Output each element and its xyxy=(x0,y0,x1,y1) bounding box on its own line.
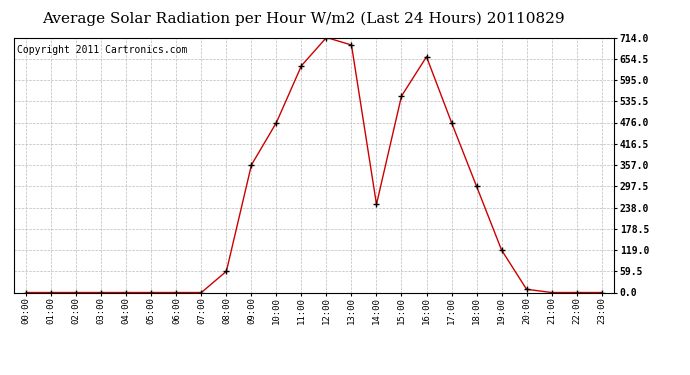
Text: Average Solar Radiation per Hour W/m2 (Last 24 Hours) 20110829: Average Solar Radiation per Hour W/m2 (L… xyxy=(42,11,565,26)
Text: Copyright 2011 Cartronics.com: Copyright 2011 Cartronics.com xyxy=(17,45,187,55)
